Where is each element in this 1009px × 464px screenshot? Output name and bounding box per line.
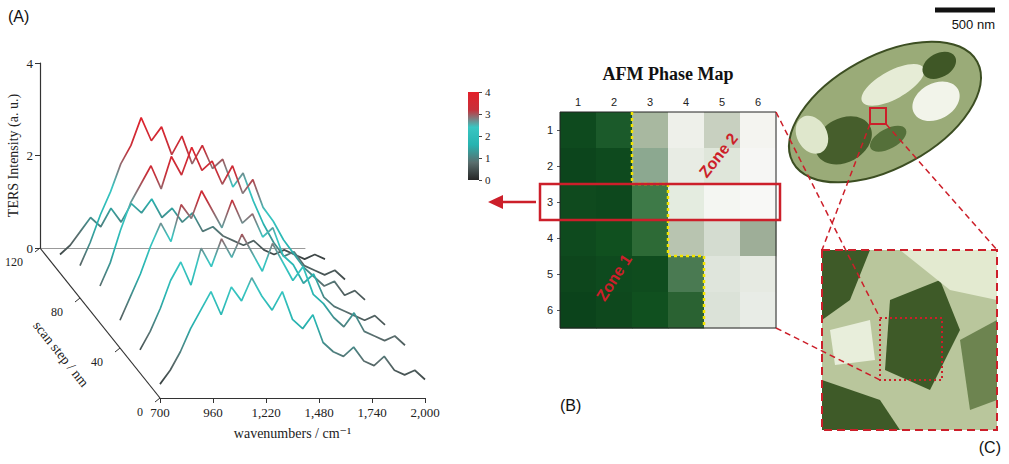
svg-text:wavenumbers / cm⁻¹: wavenumbers / cm⁻¹ — [234, 426, 351, 441]
svg-text:5: 5 — [719, 96, 725, 108]
svg-text:2: 2 — [27, 148, 34, 163]
svg-text:1,220: 1,220 — [251, 405, 280, 420]
svg-text:(C): (C) — [979, 439, 1001, 456]
svg-text:0: 0 — [27, 241, 34, 256]
svg-text:120: 120 — [5, 255, 23, 269]
svg-text:Zone 2: Zone 2 — [696, 130, 741, 181]
svg-text:(B): (B) — [560, 397, 581, 414]
svg-text:4: 4 — [547, 232, 553, 244]
svg-text:TERS Intensity (a. u.): TERS Intensity (a. u.) — [6, 94, 22, 218]
svg-text:3: 3 — [647, 96, 653, 108]
svg-text:2: 2 — [611, 96, 617, 108]
svg-text:40: 40 — [91, 355, 103, 369]
svg-text:Zone 1: Zone 1 — [593, 251, 635, 304]
svg-text:700: 700 — [150, 405, 170, 420]
svg-text:2,000: 2,000 — [410, 405, 439, 420]
svg-text:6: 6 — [547, 304, 553, 316]
svg-text:AFM Phase Map: AFM Phase Map — [603, 64, 734, 84]
svg-text:500 nm: 500 nm — [952, 17, 995, 32]
svg-text:4: 4 — [683, 96, 689, 108]
svg-text:6: 6 — [755, 96, 761, 108]
svg-text:3: 3 — [547, 196, 553, 208]
svg-text:960: 960 — [203, 405, 223, 420]
svg-text:2: 2 — [485, 130, 491, 142]
svg-text:scan step / nm: scan step / nm — [30, 318, 92, 390]
svg-text:80: 80 — [51, 305, 63, 319]
svg-text:1,480: 1,480 — [304, 405, 333, 420]
svg-text:1: 1 — [485, 152, 491, 164]
svg-text:4: 4 — [485, 86, 491, 98]
svg-text:0: 0 — [137, 405, 143, 419]
svg-text:1: 1 — [575, 96, 581, 108]
svg-text:3: 3 — [485, 108, 491, 120]
svg-text:2: 2 — [547, 160, 553, 172]
svg-text:1,740: 1,740 — [357, 405, 386, 420]
svg-text:4: 4 — [27, 56, 34, 71]
svg-text:1: 1 — [547, 124, 553, 136]
svg-text:(A): (A) — [8, 8, 29, 25]
svg-text:5: 5 — [547, 268, 553, 280]
svg-text:0: 0 — [485, 174, 491, 186]
